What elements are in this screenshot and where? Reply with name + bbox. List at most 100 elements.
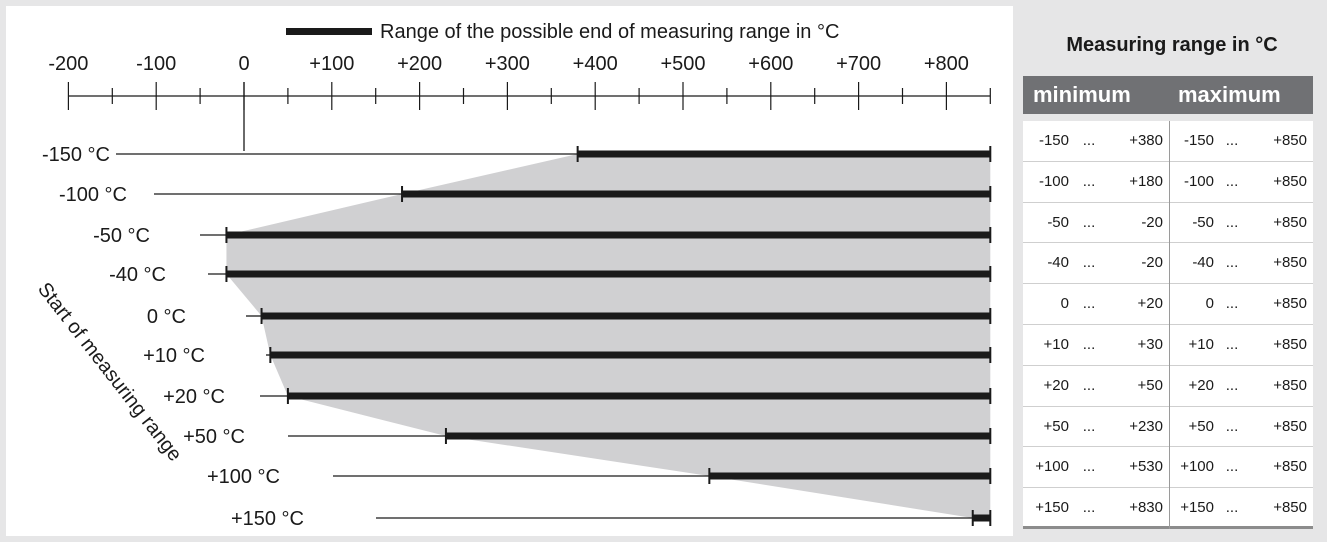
max-low-value: -50 [1192,213,1214,231]
table-row: +10... +30 +10... +850 [1023,325,1313,366]
range-chart: -200 -100 0 +100 +200 +300 +400 +500 +600 +700 +80… [33,21,992,530]
min-dots: ... [1082,499,1096,517]
min-high-value: -20 [1141,213,1163,231]
end-range-bar [577,150,991,158]
min-dots: ... [1082,295,1096,313]
min-low-value: +20 [1043,376,1069,394]
min-high-value: +830 [1129,499,1163,517]
max-high-value: +850 [1273,499,1307,517]
max-low-value: +50 [1188,417,1214,435]
row-label: +10 °C [143,345,205,367]
row-label: -40 °C [109,264,166,286]
table-title: Measuring range in °C [1066,34,1278,56]
table-row: -40... -20 -40... +850 [1023,243,1313,285]
min-dots: ... [1082,336,1096,353]
row-label: -150 °C [42,144,110,166]
max-dots: ... [1225,132,1239,149]
max-high-value: +850 [1273,417,1307,435]
max-low-value: +20 [1188,376,1214,394]
chart-panel: -200 -100 0 +100 +200 +300 +400 +500 +600 +700 +80… [6,6,1013,536]
max-high-value: +850 [1273,213,1307,231]
max-dots: ... [1225,295,1239,313]
row-label: +150 °C [231,508,304,530]
x-tick-label: +600 [748,53,793,75]
max-high-value: +850 [1273,254,1307,272]
header-minimum: minimum [1033,82,1131,107]
x-tick-label: +400 [573,53,618,75]
min-low-value: -100 [1038,172,1069,190]
max-high-value: +850 [1273,295,1307,313]
max-high-value: +850 [1273,376,1307,394]
x-tick-label: +300 [485,53,530,75]
table-row: +100... +530 +100... +850 [1023,447,1313,489]
max-dots: ... [1225,254,1239,272]
table-row: 0... +20 0... +850 [1023,284,1313,325]
min-low-value: -50 [1047,213,1069,231]
min-high-value: +30 [1137,336,1163,353]
max-dots: ... [1225,213,1239,231]
min-dots: ... [1082,376,1096,394]
x-tick-label: -100 [136,53,176,75]
end-range-bar [226,231,991,239]
min-high-value: +50 [1137,376,1163,394]
x-tick-label: +800 [924,53,969,75]
header-maximum: maximum [1178,82,1281,107]
min-dots: ... [1082,458,1096,476]
column-divider [1169,121,1170,529]
table-row: -150... +380 -150... +850 [1023,121,1313,162]
max-high-value: +850 [1273,458,1307,476]
table-body: -150... +380 -150... +850 -100... +180 -100...… [1023,121,1313,529]
max-low-value: +150 [1180,499,1214,517]
table-row: -50... -20 -50... +850 [1023,203,1313,244]
row-label: +50 °C [183,426,245,448]
x-tick-label: +200 [397,53,442,75]
x-tick-label: 0 [238,53,249,75]
max-high-value: +850 [1273,336,1307,353]
max-low-value: +10 [1188,336,1214,353]
end-range-bar [402,190,991,198]
end-range-bar [445,432,991,440]
max-low-value: 0 [1205,295,1214,313]
end-range-bar [287,392,991,400]
shaded-range-area [226,154,991,518]
row-label: +100 °C [207,466,280,488]
min-low-value: +10 [1043,336,1069,353]
end-range-bar [972,514,991,522]
x-tick-label: -200 [48,53,88,75]
max-dots: ... [1225,336,1239,353]
table-row: -100... +180 -100... +850 [1023,162,1313,203]
min-high-value: -20 [1141,254,1163,272]
table-row: +50... +230 +50... +850 [1023,407,1313,448]
row-label: 0 °C [147,306,186,328]
min-high-value: +20 [1137,295,1163,313]
min-low-value: +150 [1035,499,1069,517]
max-high-value: +850 [1273,172,1307,190]
max-low-value: +100 [1180,458,1214,476]
max-dots: ... [1225,417,1239,435]
max-dots: ... [1225,499,1239,517]
x-tick-label: +100 [309,53,354,75]
table-row: +20... +50 +20... +850 [1023,366,1313,407]
min-low-value: 0 [1060,295,1069,313]
max-dots: ... [1225,458,1239,476]
max-low-value: -40 [1192,254,1214,272]
table-header: minimum maximum [1023,76,1313,114]
min-low-value: -150 [1038,132,1069,149]
min-dots: ... [1082,172,1096,190]
min-dots: ... [1082,213,1096,231]
end-range-bar [270,351,991,359]
x-tick-label: +700 [836,53,881,75]
row-label: -100 °C [59,184,127,206]
legend-swatch [286,28,372,35]
end-range-bar [261,312,991,320]
table-row: +150... +830 +150... +850 [1023,488,1313,529]
max-low-value: -100 [1183,172,1214,190]
min-high-value: +230 [1129,417,1163,435]
min-dots: ... [1082,132,1096,149]
min-high-value: +380 [1129,132,1163,149]
min-dots: ... [1082,417,1096,435]
end-range-bar [709,472,991,480]
measuring-range-table: Measuring range in °C minimum maximum -1… [1023,6,1321,536]
max-low-value: -150 [1183,132,1214,149]
